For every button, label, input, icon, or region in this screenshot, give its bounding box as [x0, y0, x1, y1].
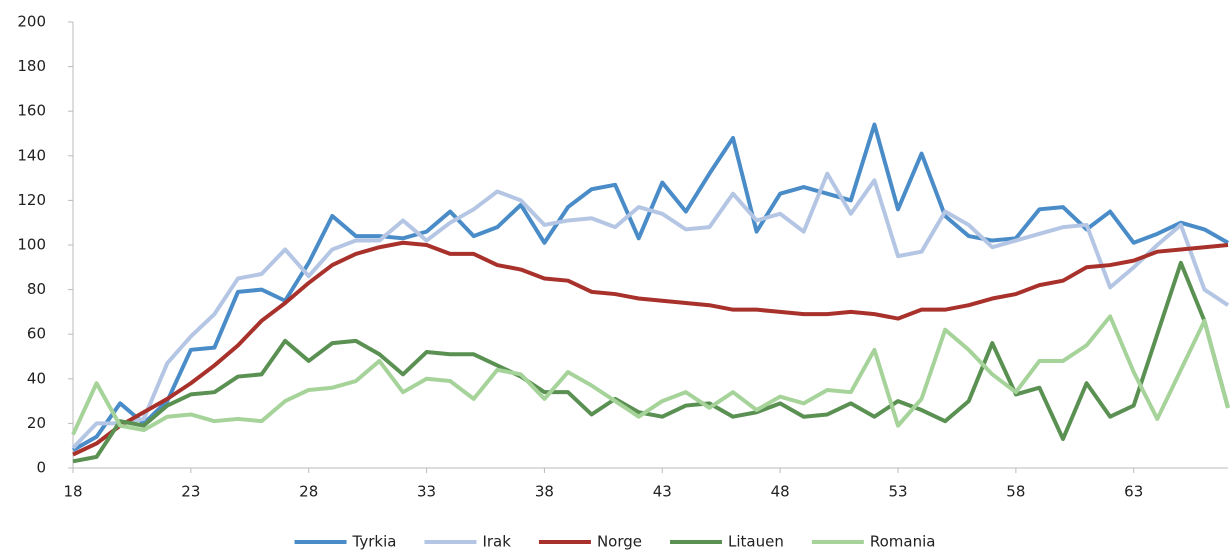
x-tick-label: 23	[181, 483, 200, 501]
series-line	[71, 314, 1230, 436]
series-line	[72, 240, 1229, 457]
x-tick-label: 48	[771, 483, 790, 501]
legend-label: Norge	[597, 533, 642, 551]
series-line	[72, 260, 1230, 464]
x-tick-label: 38	[535, 483, 554, 501]
series-line	[71, 171, 1230, 450]
y-tick-label: 140	[17, 146, 46, 164]
x-tick-label: 53	[888, 483, 907, 501]
x-tick-label: 43	[653, 483, 672, 501]
y-tick-label: 100	[17, 236, 46, 254]
y-tick-label: 120	[17, 191, 46, 209]
x-tick-label: 58	[1006, 483, 1025, 501]
y-tick-label: 0	[36, 459, 46, 477]
y-tick-label: 180	[17, 57, 46, 75]
x-tick-label: 63	[1124, 483, 1143, 501]
y-tick-label: 80	[27, 280, 46, 298]
y-tick-label: 160	[17, 102, 46, 120]
series-line	[72, 122, 1229, 452]
y-tick-label: 40	[27, 369, 46, 387]
legend-label: Romania	[870, 533, 936, 551]
y-tick-label: 200	[17, 13, 46, 31]
x-tick-label: 18	[63, 483, 82, 501]
y-tick-label: 60	[27, 325, 46, 343]
y-tick-label: 20	[27, 414, 46, 432]
legend-label: Tyrkia	[352, 533, 397, 551]
x-tick-label: 33	[417, 483, 436, 501]
x-tick-label: 28	[299, 483, 318, 501]
legend-label: Irak	[482, 533, 511, 551]
legend-label: Litauen	[728, 533, 784, 551]
